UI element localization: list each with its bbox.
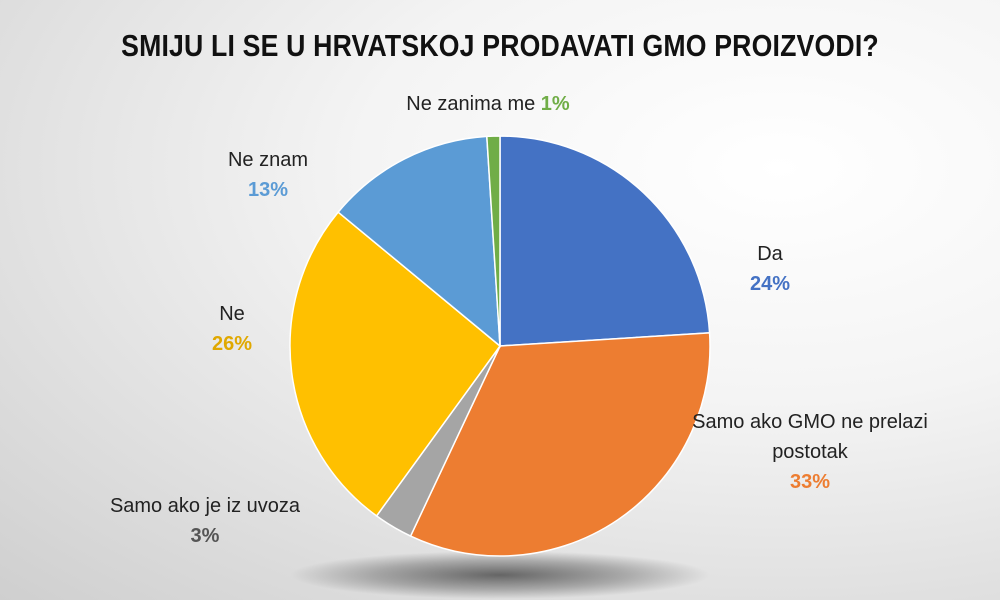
- slice-label-name: Da: [757, 243, 783, 265]
- pie-slice-1: [499, 135, 711, 347]
- pie-slice-4: [289, 211, 502, 517]
- slice-label-3: Samo ako je iz uvoza 3%: [110, 495, 301, 547]
- pie-shadow: [290, 551, 710, 599]
- slice-label-6: Ne zanima me 1%: [406, 93, 570, 115]
- slice-label-value: 33%: [790, 471, 830, 493]
- slice-label-value: 13%: [248, 179, 288, 201]
- pie-slice-5: [337, 135, 501, 348]
- slice-label-name: Ne znam: [228, 149, 308, 171]
- slice-label-name: Ne: [219, 303, 245, 325]
- slice-label-name: Samo ako je iz uvoza: [110, 495, 301, 517]
- slice-label-name: Samo ako GMO ne prelazi: [692, 411, 928, 433]
- slice-label-value: 1%: [541, 93, 570, 115]
- slice-label-1: Da 24%: [750, 243, 790, 295]
- slice-label-value: 24%: [750, 273, 790, 295]
- slice-label-2: Samo ako GMO ne prelazi postotak 33%: [692, 411, 928, 493]
- slice-label-4: Ne 26%: [212, 303, 252, 355]
- slice-label-name: postotak: [772, 441, 849, 463]
- slice-label-5: Ne znam 13%: [228, 149, 308, 201]
- slice-label-value: 3%: [191, 525, 220, 547]
- slice-label-value: 26%: [212, 333, 252, 355]
- pie-slice-6: [486, 135, 501, 347]
- pie-slices: [289, 135, 711, 557]
- chart-title: SMIJU LI SE U HRVATSKOJ PRODAVATI GMO PR…: [121, 28, 879, 63]
- pie-slice-2: [409, 332, 711, 557]
- slice-label-name: Ne zanima me: [406, 93, 541, 115]
